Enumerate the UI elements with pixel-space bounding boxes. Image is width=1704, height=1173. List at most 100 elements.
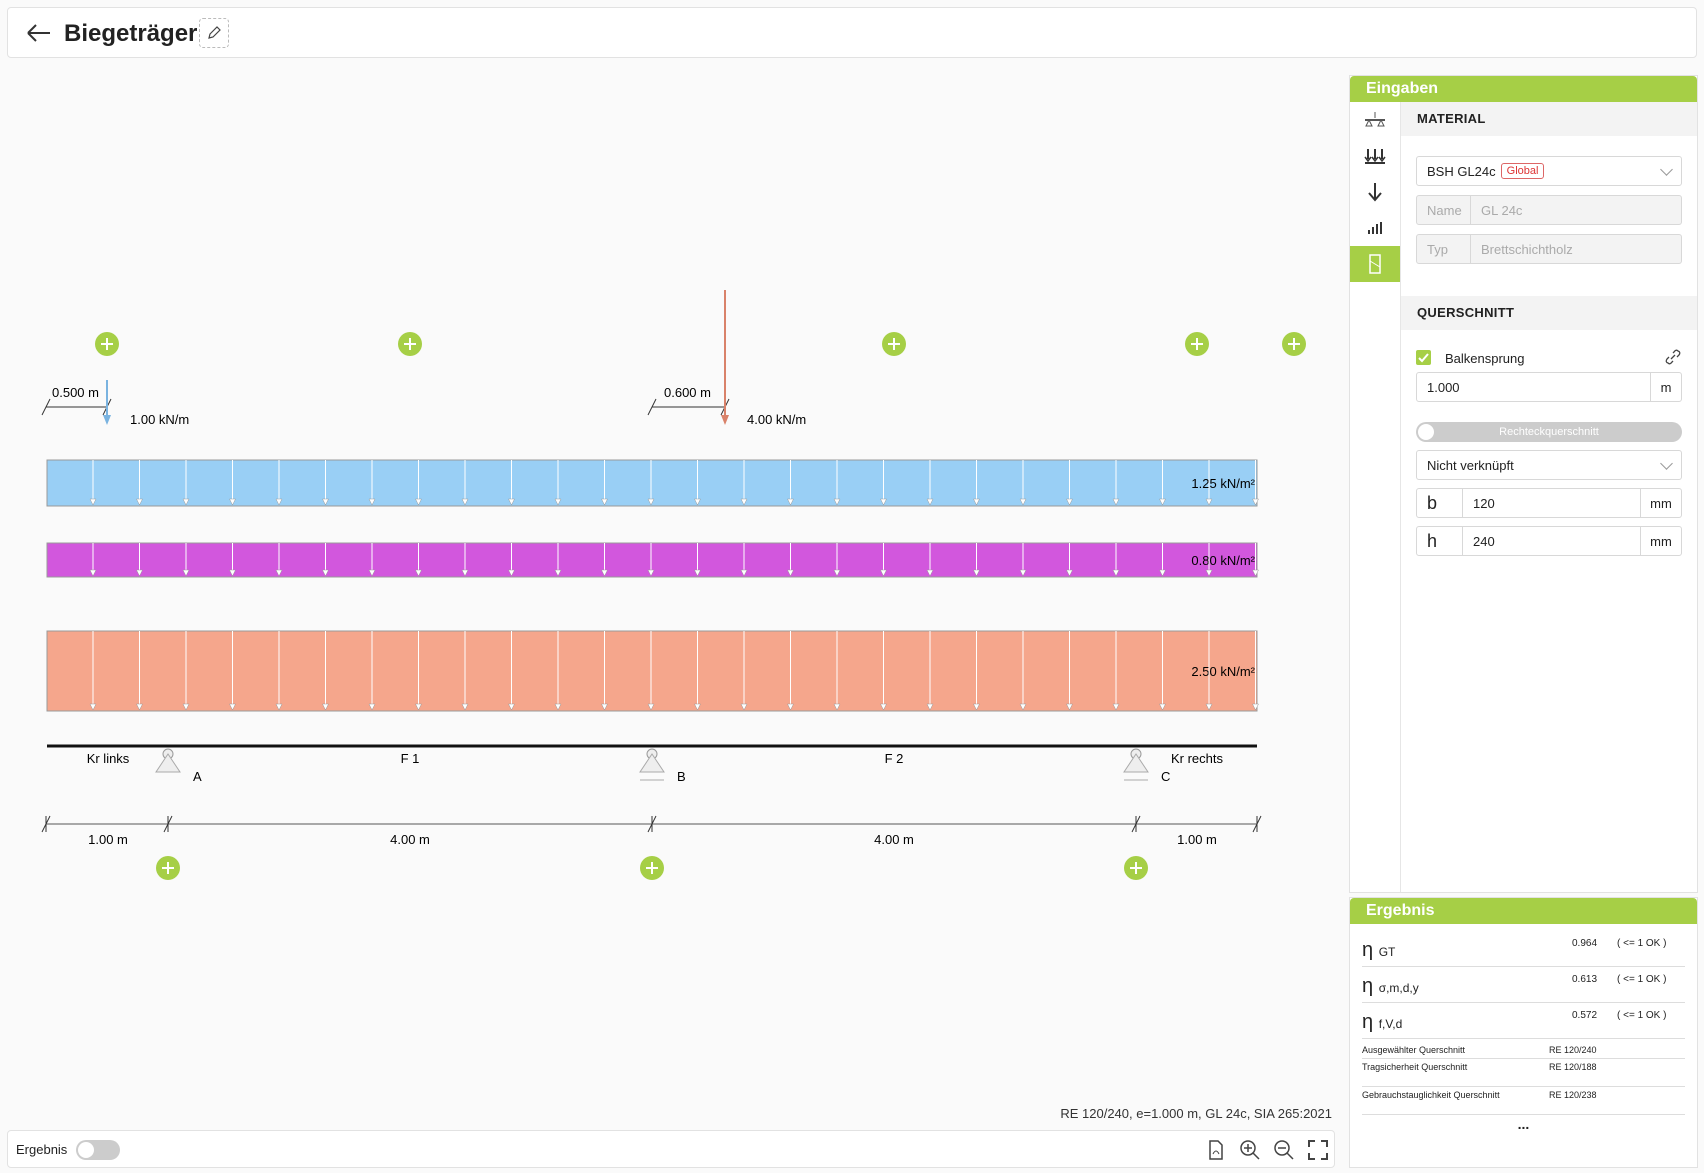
load-arrowhead [973,703,980,711]
load-arrowhead [694,569,701,577]
load-arrowhead [1205,569,1213,577]
add-load-button[interactable] [1184,331,1210,357]
point-load-value: 1.00 kN/m [130,412,189,427]
span-label: F 1 [401,751,420,766]
load-arrowhead [1112,703,1120,711]
load-arrowhead [880,569,887,577]
pencil-icon[interactable] [199,18,229,48]
balkensprung-label: Balkensprung [1445,351,1525,366]
page-title: Biegeträger [64,20,198,47]
svg-text:A: A [193,769,202,784]
result-row: Ausgewählter Querschnitt RE 120/240 [1362,1042,1685,1059]
result-panel: Ergebnis η GT 0.964 ( <= 1 OK ) η σ,m,d,… [1349,897,1698,1168]
zoom-out-icon[interactable] [1273,1139,1295,1161]
zoom-in-icon[interactable] [1239,1139,1261,1161]
area-load-label: 0.80 kN/m² [1191,553,1255,568]
load-arrowhead [973,569,980,577]
height-input[interactable]: h 240 mm [1416,526,1682,556]
support-b[interactable]: B [639,748,686,784]
load-arrowhead [926,703,934,711]
add-load-button[interactable] [397,331,423,357]
load-arrowhead [1252,703,1259,711]
load-arrowhead [740,498,748,506]
width-input[interactable]: b 120 mm [1416,488,1682,518]
spacing-input[interactable]: 1.000 m [1416,372,1682,402]
support-c[interactable]: C [1123,748,1170,784]
load-arrowhead [508,498,515,506]
load-arrowhead [182,569,190,577]
load-arrowhead [647,703,655,711]
unit-label: m [1650,373,1681,401]
dimension-line: 1.00 m 4.00 m 4.00 m 1.00 m [41,815,1262,847]
result-title: Ergebnis [1350,898,1697,924]
load-arrowhead [89,498,97,506]
load-arrowhead [647,498,655,506]
canvas-footer: Ergebnis [7,1130,1335,1168]
pdf-icon[interactable] [1205,1139,1227,1161]
load-arrowhead [1252,498,1259,506]
balkensprung-checkbox[interactable] [1416,350,1431,365]
span-label: F 2 [885,751,904,766]
result-row: Gebrauchstauglichkeit Querschnitt RE 120/… [1362,1087,1685,1115]
add-support-button[interactable] [639,855,665,881]
load-arrowhead [833,703,841,711]
load-arrowhead [182,703,190,711]
result-row: Tragsicherheit Querschnitt RE 120/188 [1362,1059,1685,1087]
result-toggle[interactable] [76,1140,120,1160]
more-button[interactable]: ... [1517,1116,1530,1132]
load-arrowhead [694,703,701,711]
dimension-label: 4.00 m [390,832,430,847]
load-arrowhead [136,703,143,711]
load-arrowhead [368,498,376,506]
load-arrowhead [508,569,515,577]
add-load-button[interactable] [1281,331,1307,357]
eta-row: η f,V,d 0.572 ( <= 1 OK ) [1362,1004,1685,1039]
material-select[interactable]: BSH GL24c Global [1416,156,1682,186]
area-load-3[interactable]: 2.50 kN/m² [46,630,1258,712]
panel-content: MATERIAL BSH GL24c Global Name GL 24c Ty… [1401,102,1697,630]
load-arrowhead [275,498,283,506]
material-section-title: MATERIAL [1401,102,1697,136]
load-arrowhead [1205,703,1213,711]
load-arrowhead [601,569,608,577]
load-arrowhead [554,703,562,711]
add-load-button[interactable] [881,331,907,357]
dimension-label: 4.00 m [874,832,914,847]
unit-label: mm [1640,527,1681,555]
beam-diagram: 0.500 m 1.00 kN/m 0.600 m 4.00 kN/m 1.25… [41,290,1307,881]
add-load-button[interactable] [94,331,120,357]
load-arrowhead [973,498,980,506]
cross-section-icon[interactable] [1350,246,1400,282]
load-arrowhead [926,569,934,577]
load-arrowhead [926,498,934,506]
bar-chart-icon[interactable] [1350,210,1400,246]
add-support-button[interactable] [155,855,181,881]
link-icon[interactable] [1664,348,1682,366]
load-arrowhead [1019,569,1027,577]
distributed-load-icon[interactable] [1350,138,1400,174]
global-badge: Global [1500,163,1545,179]
link-select[interactable]: Nicht verknüpft [1416,450,1682,480]
dimension-label: 1.00 m [88,832,128,847]
support-a[interactable]: A [155,748,202,784]
arrow-left-icon[interactable] [22,21,54,45]
unit-label: mm [1640,489,1681,517]
span-label: Kr rechts [1171,751,1224,766]
chevron-down-icon [1660,457,1673,470]
result-toggle-label: Ergebnis [16,1142,68,1157]
area-load-1[interactable]: 1.25 kN/m² [46,459,1258,507]
area-load-label: 2.50 kN/m² [1191,664,1255,679]
point-load-2[interactable]: 0.600 m 4.00 kN/m [647,290,806,427]
point-load-1[interactable]: 0.500 m 1.00 kN/m [41,380,189,427]
eta-row: η GT 0.964 ( <= 1 OK ) [1362,932,1685,967]
fullscreen-icon[interactable] [1307,1139,1329,1161]
load-arrowhead [787,498,794,506]
load-arrowhead [461,569,469,577]
beam-system-icon[interactable] [1350,102,1400,138]
point-load-distance: 0.600 m [664,385,711,400]
load-arrowhead [508,703,515,711]
point-load-icon[interactable] [1350,174,1400,210]
add-support-button[interactable] [1123,855,1149,881]
load-arrowhead [1159,498,1166,506]
shape-toggle[interactable]: Rechteckquerschnitt [1416,422,1682,442]
